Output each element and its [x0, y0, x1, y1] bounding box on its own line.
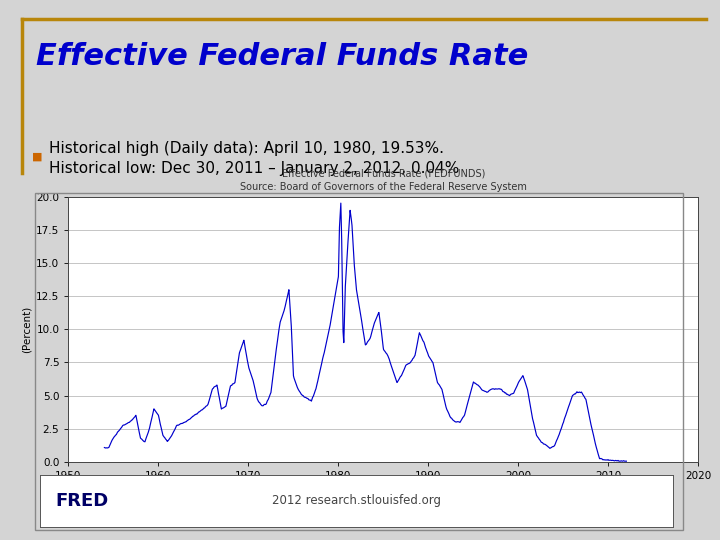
Text: 2012 research.stlouisfed.org: 2012 research.stlouisfed.org	[272, 494, 441, 508]
Text: Historical low: Dec 30, 2011 – January 2, 2012, 0.04%: Historical low: Dec 30, 2011 – January 2…	[49, 161, 459, 176]
Y-axis label: (Percent): (Percent)	[22, 306, 32, 353]
Text: Historical high (Daily data): April 10, 1980, 19.53%.: Historical high (Daily data): April 10, …	[49, 141, 444, 156]
Text: Effective Federal Funds Rate: Effective Federal Funds Rate	[36, 42, 528, 71]
Text: FRED: FRED	[55, 492, 109, 510]
Title: Effective Federal Funds Rate (FEDFUNDS)
Source: Board of Governors of the Federa: Effective Federal Funds Rate (FEDFUNDS) …	[240, 169, 527, 192]
Text: ■: ■	[32, 152, 43, 161]
